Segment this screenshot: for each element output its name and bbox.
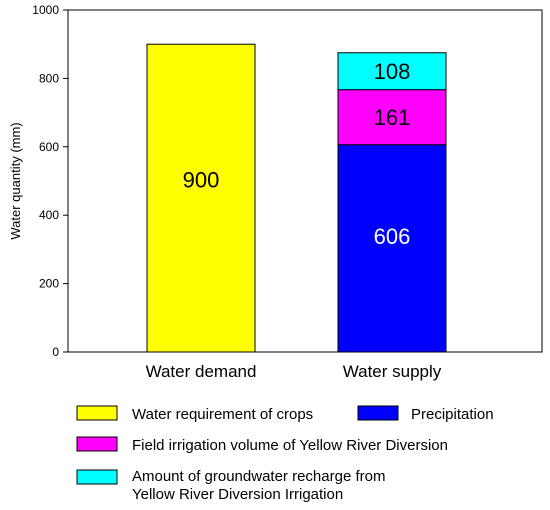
bar-segment xyxy=(337,89,447,146)
data-label: 161 xyxy=(374,105,411,130)
y-tick-label: 200 xyxy=(39,277,59,291)
data-label: 900 xyxy=(183,168,220,193)
plot-frame xyxy=(67,9,543,353)
legend-swatch xyxy=(76,469,118,485)
plot-area: 0 200 400 600 800 1000 900 Water demand 606 161 10… xyxy=(32,3,543,381)
legend-swatch xyxy=(76,436,118,452)
y-axis-label: Water quantity (mm) xyxy=(8,122,23,239)
y-tick-label: 800 xyxy=(39,71,59,85)
data-label: 108 xyxy=(374,59,411,84)
legend-swatch xyxy=(357,405,399,421)
legend-label: Field irrigation volume of Yellow River … xyxy=(132,437,448,454)
legend: Water requirement of crops Precipitation F… xyxy=(76,405,494,503)
y-tick-label: 400 xyxy=(39,208,59,222)
y-tick-label: 1000 xyxy=(32,3,59,17)
data-label: 606 xyxy=(374,224,411,249)
legend-label: Amount of groundwater recharge from xyxy=(132,468,385,485)
legend-label: Water requirement of crops xyxy=(132,406,313,423)
bar-segment xyxy=(337,52,447,91)
y-tick-label: 600 xyxy=(39,140,59,154)
bar-segment xyxy=(337,144,447,353)
x-category-label: Water supply xyxy=(343,362,442,381)
x-category-label: Water demand xyxy=(146,362,257,381)
legend-label: Precipitation xyxy=(411,406,494,423)
legend-label: Yellow River Diversion Irrigation xyxy=(132,486,343,503)
legend-swatch xyxy=(76,405,118,421)
bar-segment xyxy=(146,43,256,353)
y-tick-label: 0 xyxy=(52,345,59,359)
